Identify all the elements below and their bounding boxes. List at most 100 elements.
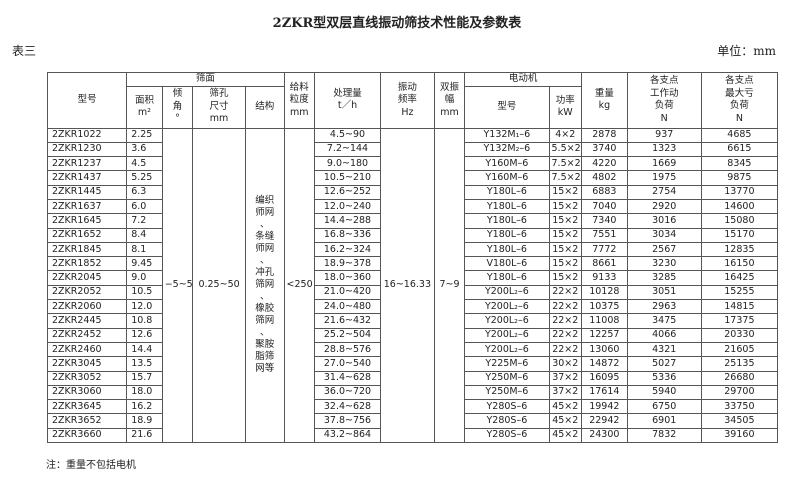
cell: Y280S–6 [464,427,550,444]
cell: 2ZKR1845 [46,241,128,258]
cell: 4×2 [548,127,582,143]
cell: 2ZKR1645 [46,213,128,229]
cell: 2ZKR1237 [46,156,128,172]
row: 2ZKR1445 6.3 12.6~252 Y180L–6 15×2 6883 2754 13… [46,184,779,200]
cell: 2963 [626,299,702,315]
line-text: Hz [401,106,414,118]
cell: 8.4 [126,227,163,243]
cell: 6615 [700,141,779,158]
cell: Y225M–6 [464,356,550,372]
row: 2ZKR3645 16.2 32.4~628 Y280S–6 45×2 19942 6750… [46,399,779,415]
cell: −5~5 [161,127,194,444]
cell: 15×2 [548,256,582,272]
cell: 45×2 [548,413,582,429]
cell: 7772 [581,241,628,258]
cell: 21.6~432 [314,313,381,329]
cell: 37.8~756 [314,413,381,429]
line-text: kW [557,107,573,118]
cell: 15×2 [548,198,582,215]
cell: Y200L₂–6 [464,284,550,301]
cell: 2ZKR2452 [46,327,128,343]
cell: 12.6~252 [314,184,381,200]
unit: 单位：mm [717,44,776,58]
line-text: 工作动 [649,87,679,99]
cell: 18.0 [126,384,163,401]
cell: 2ZKR1445 [46,184,128,200]
cell: 21.0~420 [314,284,381,301]
line-text: 、 [259,291,270,303]
row: 2ZKR1652 8.4 16.8~336 Y180L–6 15×2 7551 3034 15… [46,227,779,243]
line-text: mm [290,106,309,118]
cell: 29700 [700,384,779,401]
line-text: 、 [259,327,270,339]
line-text: 条缝 [255,231,275,243]
cell: 3016 [626,213,702,229]
cell: 10.8 [126,313,163,329]
cell: 2ZKR1652 [46,227,128,243]
cell: Y200L₂–6 [464,313,550,329]
header-cell: 振动 频率 Hz [379,72,435,129]
line-text: ° [175,113,180,125]
header-cell: 型号 [46,72,128,129]
line-text: 负荷 [729,100,749,112]
table-head: 型号 筛面 给料 粒度 mm 处理量 t／h 振动 频率 Hz 双振幅 mm 电动机 重量 k… [46,72,779,129]
cell: 15255 [700,284,779,301]
cell: 4220 [581,156,628,172]
cell: Y200L₂–6 [464,341,550,358]
table-body: 2ZKR1022 2.25 −5~5 0.25~50 编织 师网、条缝 师网、冲孔 筛网、橡胶… [46,127,779,444]
line-text: 、 [259,219,270,231]
cell: 12257 [581,327,628,343]
cell: 10.5~210 [314,170,381,186]
cell: 21605 [700,341,779,358]
row: 2ZKR2045 9.0 18.0~360 Y180L–6 15×2 9133 3285 16… [46,270,779,286]
cell: 1975 [626,170,702,186]
cell: Y180L–6 [464,227,550,243]
cell: 15080 [700,213,779,229]
header-cell: 处理量 t／h [314,72,381,129]
cell: 15170 [700,227,779,243]
cell: 16.2~324 [314,241,381,258]
cell: 3034 [626,227,702,243]
row: 2ZKR2060 12.0 24.0~480 Y200L₂–6 22×2 10375 296… [46,299,779,315]
cell: 6.0 [126,198,163,215]
cell: 2ZKR1022 [46,127,128,143]
cell: V180L–6 [464,256,550,272]
cell: 10375 [581,299,628,315]
cell: 7~9 [433,127,466,444]
cell: 14872 [581,356,628,372]
row: 2ZKR3045 13.5 27.0~540 Y225M–6 30×2 14872 5027… [46,356,779,372]
title: 2ZKR型双层直线振动筛技术性能及参数表 [272,16,522,31]
cell: Y200L₂–6 [464,327,550,343]
header-cell: 各支点 最大亏 负荷 N [700,72,779,129]
cell: 7.2 [126,213,163,229]
line-text: 编织 [255,195,275,207]
cell: 12.6 [126,327,163,343]
cell: 2567 [626,241,702,258]
cell: 0.25~50 [192,127,246,444]
cell: 4685 [700,127,779,143]
cell: 16.8~336 [314,227,381,243]
line-text: 橡胶 [255,303,275,315]
cell: 4802 [581,170,628,186]
row: 2ZKR2452 12.6 25.2~504 Y200L₂–6 22×2 12257 406… [46,327,779,343]
row: 2ZKR1645 7.2 14.4~288 Y180L–6 15×2 7340 3016 15… [46,213,779,229]
table-number: 表三 [12,44,37,58]
cell: 19942 [581,399,628,415]
cell: 2920 [626,198,702,215]
cell: 2ZKR3652 [46,413,128,429]
cell: 14.4 [126,341,163,358]
line-text: 处理量 [333,87,362,99]
cell: 7.5×2 [548,170,582,186]
cell: 7340 [581,213,628,229]
cell: 14815 [700,299,779,315]
header-cell: 给料 粒度 mm [283,72,316,129]
line-text: 幅 [444,94,455,105]
line-text: 筛网 [255,279,275,291]
line-text: 最大亏 [725,87,754,99]
cell: 14.4~288 [314,213,381,229]
cell: 7.5×2 [548,156,582,172]
cell: 37×2 [548,384,582,401]
cell: 6750 [626,399,702,415]
cell: 22×2 [548,327,582,343]
